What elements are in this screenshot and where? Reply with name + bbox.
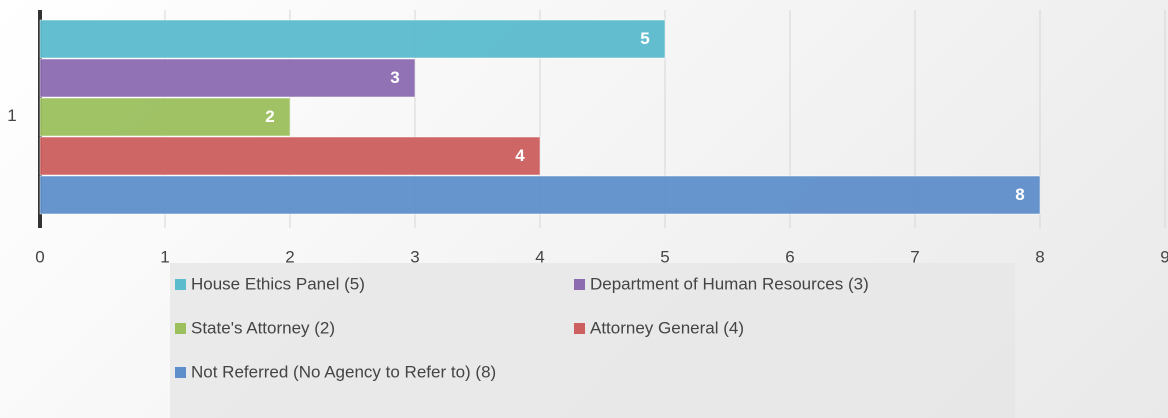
- x-tick-label: 8: [1035, 247, 1044, 266]
- legend-swatch: [175, 323, 186, 334]
- legend-label: House Ethics Panel (5): [191, 274, 365, 293]
- data-label: 2: [265, 107, 274, 126]
- legend-swatch: [574, 279, 585, 290]
- legend-label: Not Referred (No Agency to Refer to) (8): [191, 362, 496, 381]
- bar: [39, 19, 666, 59]
- legend-label: State's Attorney (2): [191, 318, 335, 337]
- bar: [39, 58, 416, 98]
- data-label: 4: [515, 146, 525, 165]
- legend-label: Attorney General (4): [590, 318, 744, 337]
- legend-swatch: [175, 367, 186, 378]
- legend-swatch: [574, 323, 585, 334]
- x-tick-label: 0: [35, 247, 44, 266]
- x-tick-label: 4: [535, 247, 544, 266]
- x-tick-label: 5: [660, 247, 669, 266]
- legend-label: Department of Human Resources (3): [590, 274, 869, 293]
- x-tick-label: 9: [1160, 247, 1168, 266]
- legend-box: [170, 263, 1015, 418]
- data-label: 8: [1015, 185, 1024, 204]
- bar: [39, 97, 291, 137]
- x-tick-label: 1: [160, 247, 169, 266]
- x-tick-label: 2: [285, 247, 294, 266]
- legend-swatch: [175, 279, 186, 290]
- data-label: 5: [640, 29, 649, 48]
- x-tick-label: 7: [910, 247, 919, 266]
- data-label: 3: [390, 68, 399, 87]
- x-tick-label: 3: [410, 247, 419, 266]
- bar: [39, 175, 1041, 215]
- y-tick-label: 1: [7, 106, 16, 125]
- x-tick-label: 6: [785, 247, 794, 266]
- bar: [39, 136, 541, 176]
